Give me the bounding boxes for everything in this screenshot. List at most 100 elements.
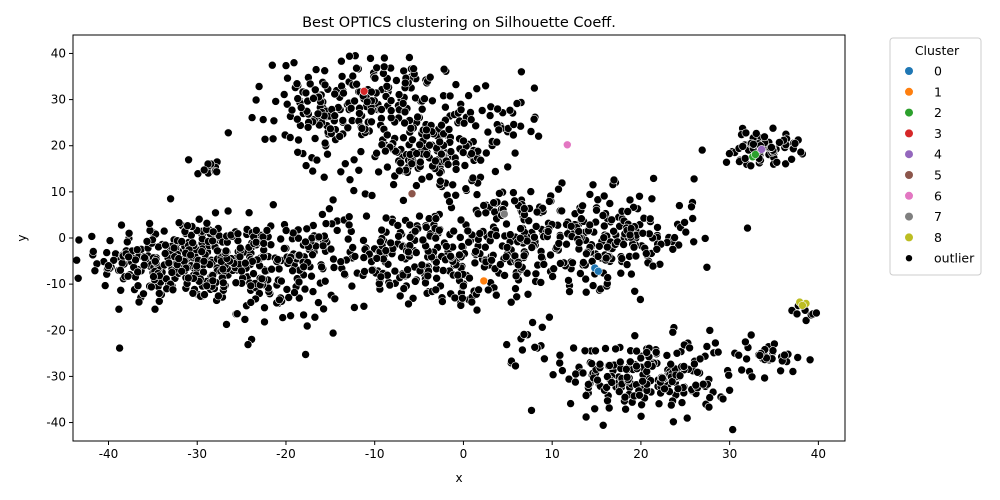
outlier-point bbox=[689, 237, 699, 247]
outlier-point bbox=[598, 420, 608, 430]
outlier-point bbox=[601, 344, 610, 353]
outlier-point bbox=[354, 166, 364, 175]
outlier-point bbox=[381, 213, 391, 223]
legend-label: 1 bbox=[934, 84, 942, 99]
legend-marker bbox=[905, 212, 913, 221]
outlier-point bbox=[251, 95, 261, 105]
outlier-point bbox=[319, 304, 328, 314]
outlier-point bbox=[249, 269, 258, 278]
outlier-point bbox=[114, 304, 124, 314]
outlier-point bbox=[396, 158, 406, 168]
outlier-point bbox=[602, 383, 611, 392]
outlier-point bbox=[352, 63, 361, 73]
outlier-point bbox=[741, 128, 751, 138]
outlier-point bbox=[313, 109, 323, 119]
outlier-point bbox=[581, 274, 591, 284]
outlier-point bbox=[208, 276, 218, 286]
outlier-point bbox=[355, 109, 364, 118]
outlier-point bbox=[116, 285, 125, 295]
outlier-point bbox=[320, 276, 330, 286]
outlier-point bbox=[705, 393, 715, 402]
outlier-point bbox=[599, 233, 609, 242]
outlier-point bbox=[476, 155, 486, 165]
outlier-point bbox=[202, 281, 212, 291]
outlier-point bbox=[374, 167, 383, 177]
legend-label: 4 bbox=[934, 147, 942, 162]
outlier-point bbox=[260, 135, 270, 144]
outlier-point bbox=[251, 237, 261, 247]
outlier-point bbox=[299, 310, 308, 320]
outlier-point bbox=[243, 340, 253, 349]
outlier-point bbox=[702, 262, 712, 272]
outlier-point bbox=[337, 56, 346, 66]
outlier-point bbox=[303, 123, 313, 132]
outlier-point bbox=[652, 245, 662, 254]
outlier-point bbox=[607, 215, 617, 225]
outlier-point bbox=[405, 232, 415, 242]
outlier-point bbox=[713, 347, 723, 357]
outlier-point bbox=[314, 298, 323, 307]
outlier-point bbox=[123, 271, 133, 281]
x-tick-label: 20 bbox=[633, 447, 648, 461]
outlier-point bbox=[74, 235, 84, 245]
x-tick-label: 30 bbox=[722, 447, 737, 461]
outlier-point bbox=[87, 232, 97, 241]
outlier-point bbox=[376, 272, 386, 282]
outlier-point bbox=[423, 271, 433, 281]
outlier-point bbox=[568, 258, 577, 268]
outlier-point bbox=[302, 321, 312, 331]
outlier-point bbox=[320, 80, 330, 90]
outlier-point bbox=[262, 226, 272, 235]
x-axis-ticks: -40 -30 -20 -10 0 10 20 30 40 bbox=[99, 441, 826, 461]
outlier-point bbox=[675, 201, 684, 210]
outlier-point bbox=[549, 264, 559, 274]
x-tick-label: -40 bbox=[99, 447, 119, 461]
outlier-point bbox=[345, 175, 355, 184]
outlier-point bbox=[167, 268, 177, 277]
outlier-point bbox=[623, 207, 633, 216]
outlier-point bbox=[73, 273, 83, 283]
outlier-point bbox=[581, 412, 591, 422]
outlier-point bbox=[668, 245, 678, 254]
outlier-point bbox=[267, 60, 277, 70]
outlier-point bbox=[294, 277, 304, 287]
outlier-point bbox=[186, 250, 195, 260]
outlier-point bbox=[455, 250, 464, 260]
outlier-point bbox=[177, 237, 186, 246]
legend-label: 2 bbox=[934, 105, 942, 120]
outlier-point bbox=[226, 230, 236, 240]
outlier-point bbox=[792, 309, 802, 319]
outlier-point bbox=[431, 214, 441, 223]
outlier-point bbox=[381, 246, 391, 255]
outlier-point bbox=[390, 266, 400, 276]
outlier-point bbox=[548, 272, 557, 281]
outlier-point bbox=[268, 200, 278, 209]
outlier-point bbox=[569, 343, 578, 353]
y-tick-label: 0 bbox=[58, 231, 66, 245]
y-tick-label: -40 bbox=[46, 416, 66, 430]
outlier-point bbox=[704, 402, 714, 412]
outlier-point bbox=[724, 370, 734, 380]
outlier-point bbox=[590, 404, 600, 414]
outlier-point bbox=[294, 135, 303, 145]
outlier-point bbox=[247, 113, 257, 122]
outlier-point bbox=[431, 156, 440, 166]
outlier-point bbox=[688, 214, 698, 223]
outlier-point bbox=[528, 318, 537, 327]
outlier-point bbox=[649, 174, 658, 183]
outlier-point bbox=[233, 229, 243, 238]
outlier-point bbox=[571, 377, 580, 387]
legend-label: 8 bbox=[934, 230, 942, 245]
outlier-point bbox=[515, 234, 525, 243]
legend-marker bbox=[905, 255, 913, 262]
legend-entries: 0 1 2 3 4 5 6 7 8 outlier bbox=[905, 64, 975, 266]
outlier-point bbox=[565, 287, 574, 296]
outlier-point bbox=[279, 90, 289, 99]
outlier-point bbox=[367, 265, 377, 275]
outlier-point bbox=[223, 206, 233, 216]
outlier-point bbox=[372, 148, 381, 158]
outlier-point bbox=[545, 312, 554, 322]
outlier-point bbox=[645, 214, 655, 224]
outlier-point bbox=[489, 198, 499, 207]
outlier-point bbox=[199, 256, 209, 266]
